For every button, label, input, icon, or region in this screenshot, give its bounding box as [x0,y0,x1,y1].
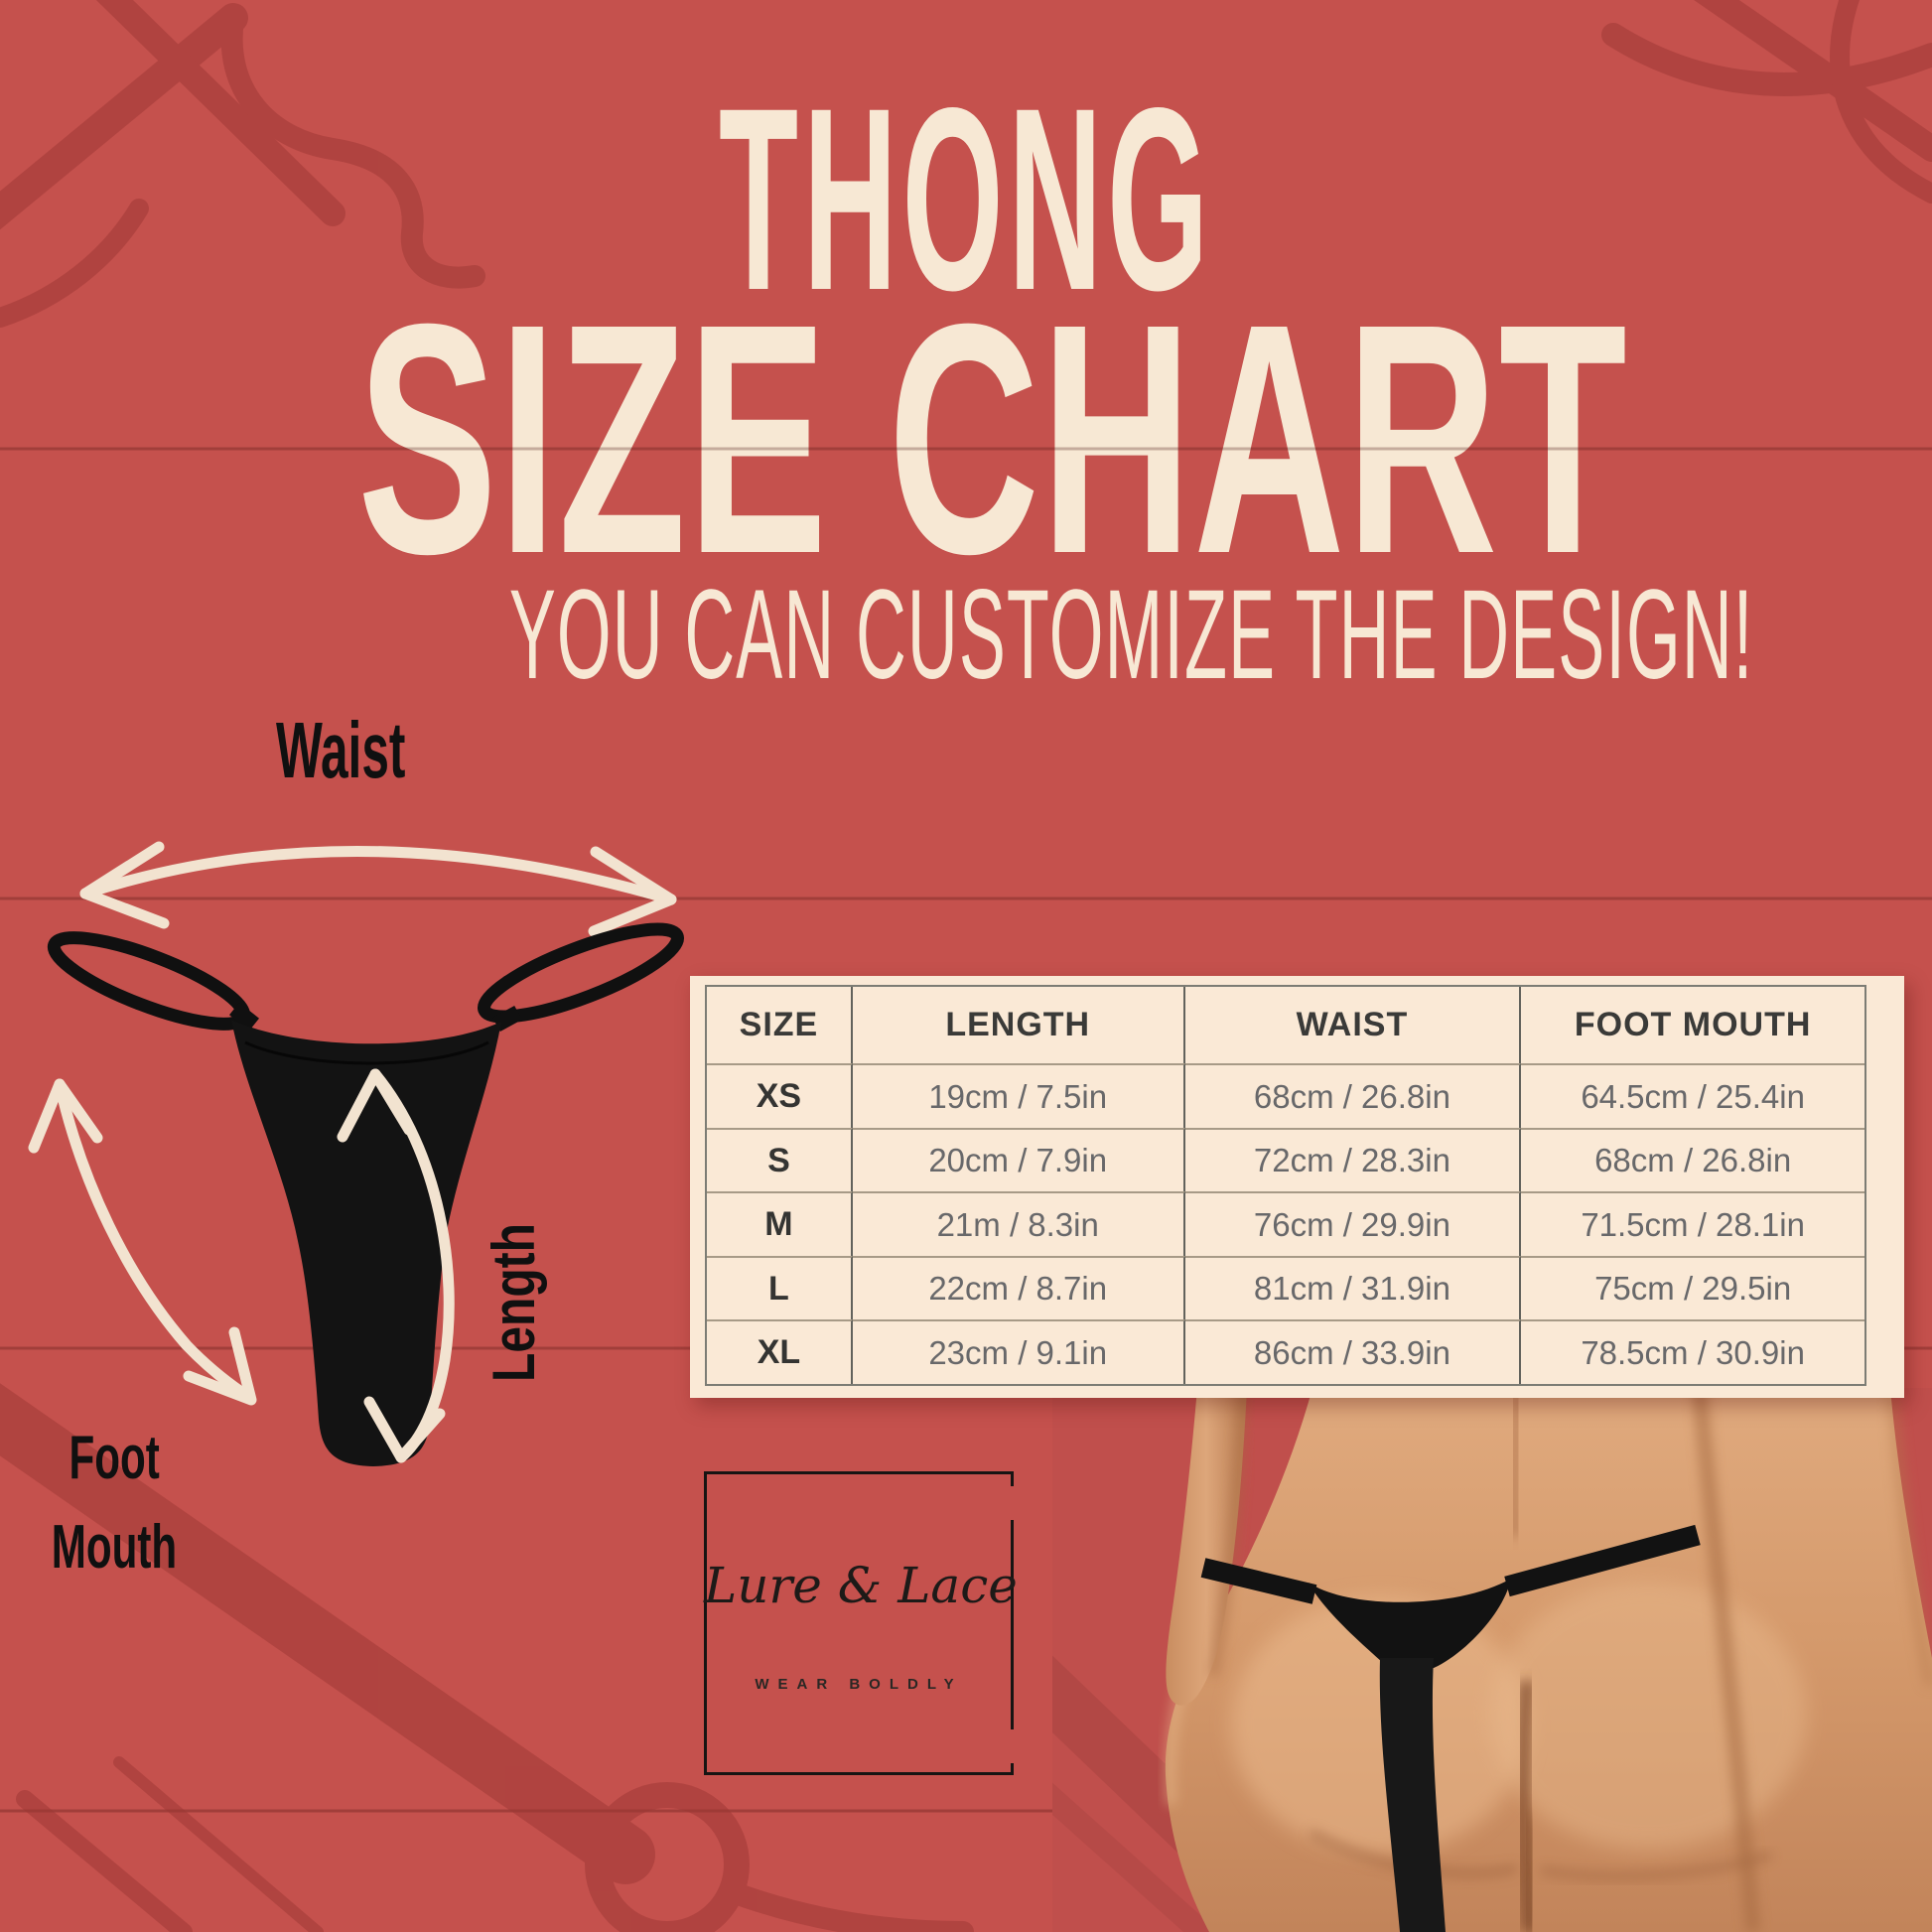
table-cell-foot-mouth: 75cm / 29.5in [1521,1255,1864,1320]
table-header-size: SIZE [707,987,853,1064]
table-cell-length: 22cm / 8.7in [852,1255,1185,1320]
right-arm-edge-shadow [1887,1393,1932,1687]
table-cell-length: 19cm / 7.5in [852,1063,1185,1128]
logo-brand-name: Lure & Lace [704,1557,1018,1614]
table-cell-waist: 72cm / 28.3in [1184,1127,1522,1192]
logo-frame-notch-bottom [999,1729,1017,1763]
table-cell-waist: 76cm / 29.9in [1184,1191,1522,1256]
logo-tagline: WEAR BOLDLY [755,1676,963,1693]
poster-title-line1: THONG [718,54,1214,345]
table-header-length: LENGTH [853,987,1185,1064]
table-cell-waist: 68cm / 26.8in [1184,1063,1522,1128]
thong-back-triangle [1309,1579,1511,1673]
thong-left-strap [1200,1558,1317,1604]
length-label: Length [481,1223,547,1382]
model-photo [1052,1388,1932,1932]
size-chart-panel: SIZE LENGTH WAIST FOOT MOUTH XS 19cm / 7… [690,976,1904,1398]
foot-mouth-label-line2: Mouth [51,1513,178,1582]
table-cell-size: XL [707,1319,853,1384]
table-cell-foot-mouth: 64.5cm / 25.4in [1521,1063,1864,1128]
table-cell-size: S [707,1127,853,1192]
right-arm-separation-shadow [1693,1388,1760,1932]
foot-mouth-label-line1: Foot [69,1424,160,1492]
model-left-arm [1166,1388,1247,1706]
table-header-foot-mouth: FOOT MOUTH [1574,1006,1812,1044]
table-cell-waist: 86cm / 33.9in [1184,1319,1522,1384]
waist-label: Waist [275,706,406,794]
size-chart-table: SIZE LENGTH WAIST FOOT MOUTH XS 19cm / 7… [705,985,1866,1386]
poster-title-line2: SIZE CHART [357,255,1628,621]
table-cell-size: L [707,1255,853,1320]
table-cell-length: 20cm / 7.9in [852,1127,1185,1192]
left-arm-shadow-line [1209,1391,1247,1677]
table-cell-length: 21m / 8.3in [852,1191,1185,1256]
thong-right-strap [1504,1524,1701,1597]
thong-gusset-strip [1379,1658,1446,1932]
logo-frame [704,1471,1014,1775]
table-cell-foot-mouth: 68cm / 26.8in [1521,1127,1864,1192]
table-cell-foot-mouth: 78.5cm / 30.9in [1521,1319,1864,1384]
thong-back [1200,1524,1701,1932]
left-buttock-highlight [1231,1596,1529,1855]
table-cell-length: 23cm / 9.1in [852,1319,1185,1384]
poster-subtitle: YOU CAN CUSTOMIZE THE DESIGN! [508,564,1754,706]
table-cell-size: M [707,1191,853,1256]
spine-shadow [1508,1393,1523,1538]
table-cell-foot-mouth: 71.5cm / 28.1in [1521,1191,1864,1256]
table-cell-size: XS [707,1063,853,1128]
inner-thigh-shadow [1508,1814,1551,1932]
model-body [1165,1388,1932,1932]
table-cell-waist: 81cm / 31.9in [1184,1255,1522,1320]
logo-frame-notch-top [999,1486,1017,1520]
right-buttock-highlight [1489,1582,1807,1850]
table-header-waist: WAIST [1185,987,1522,1064]
